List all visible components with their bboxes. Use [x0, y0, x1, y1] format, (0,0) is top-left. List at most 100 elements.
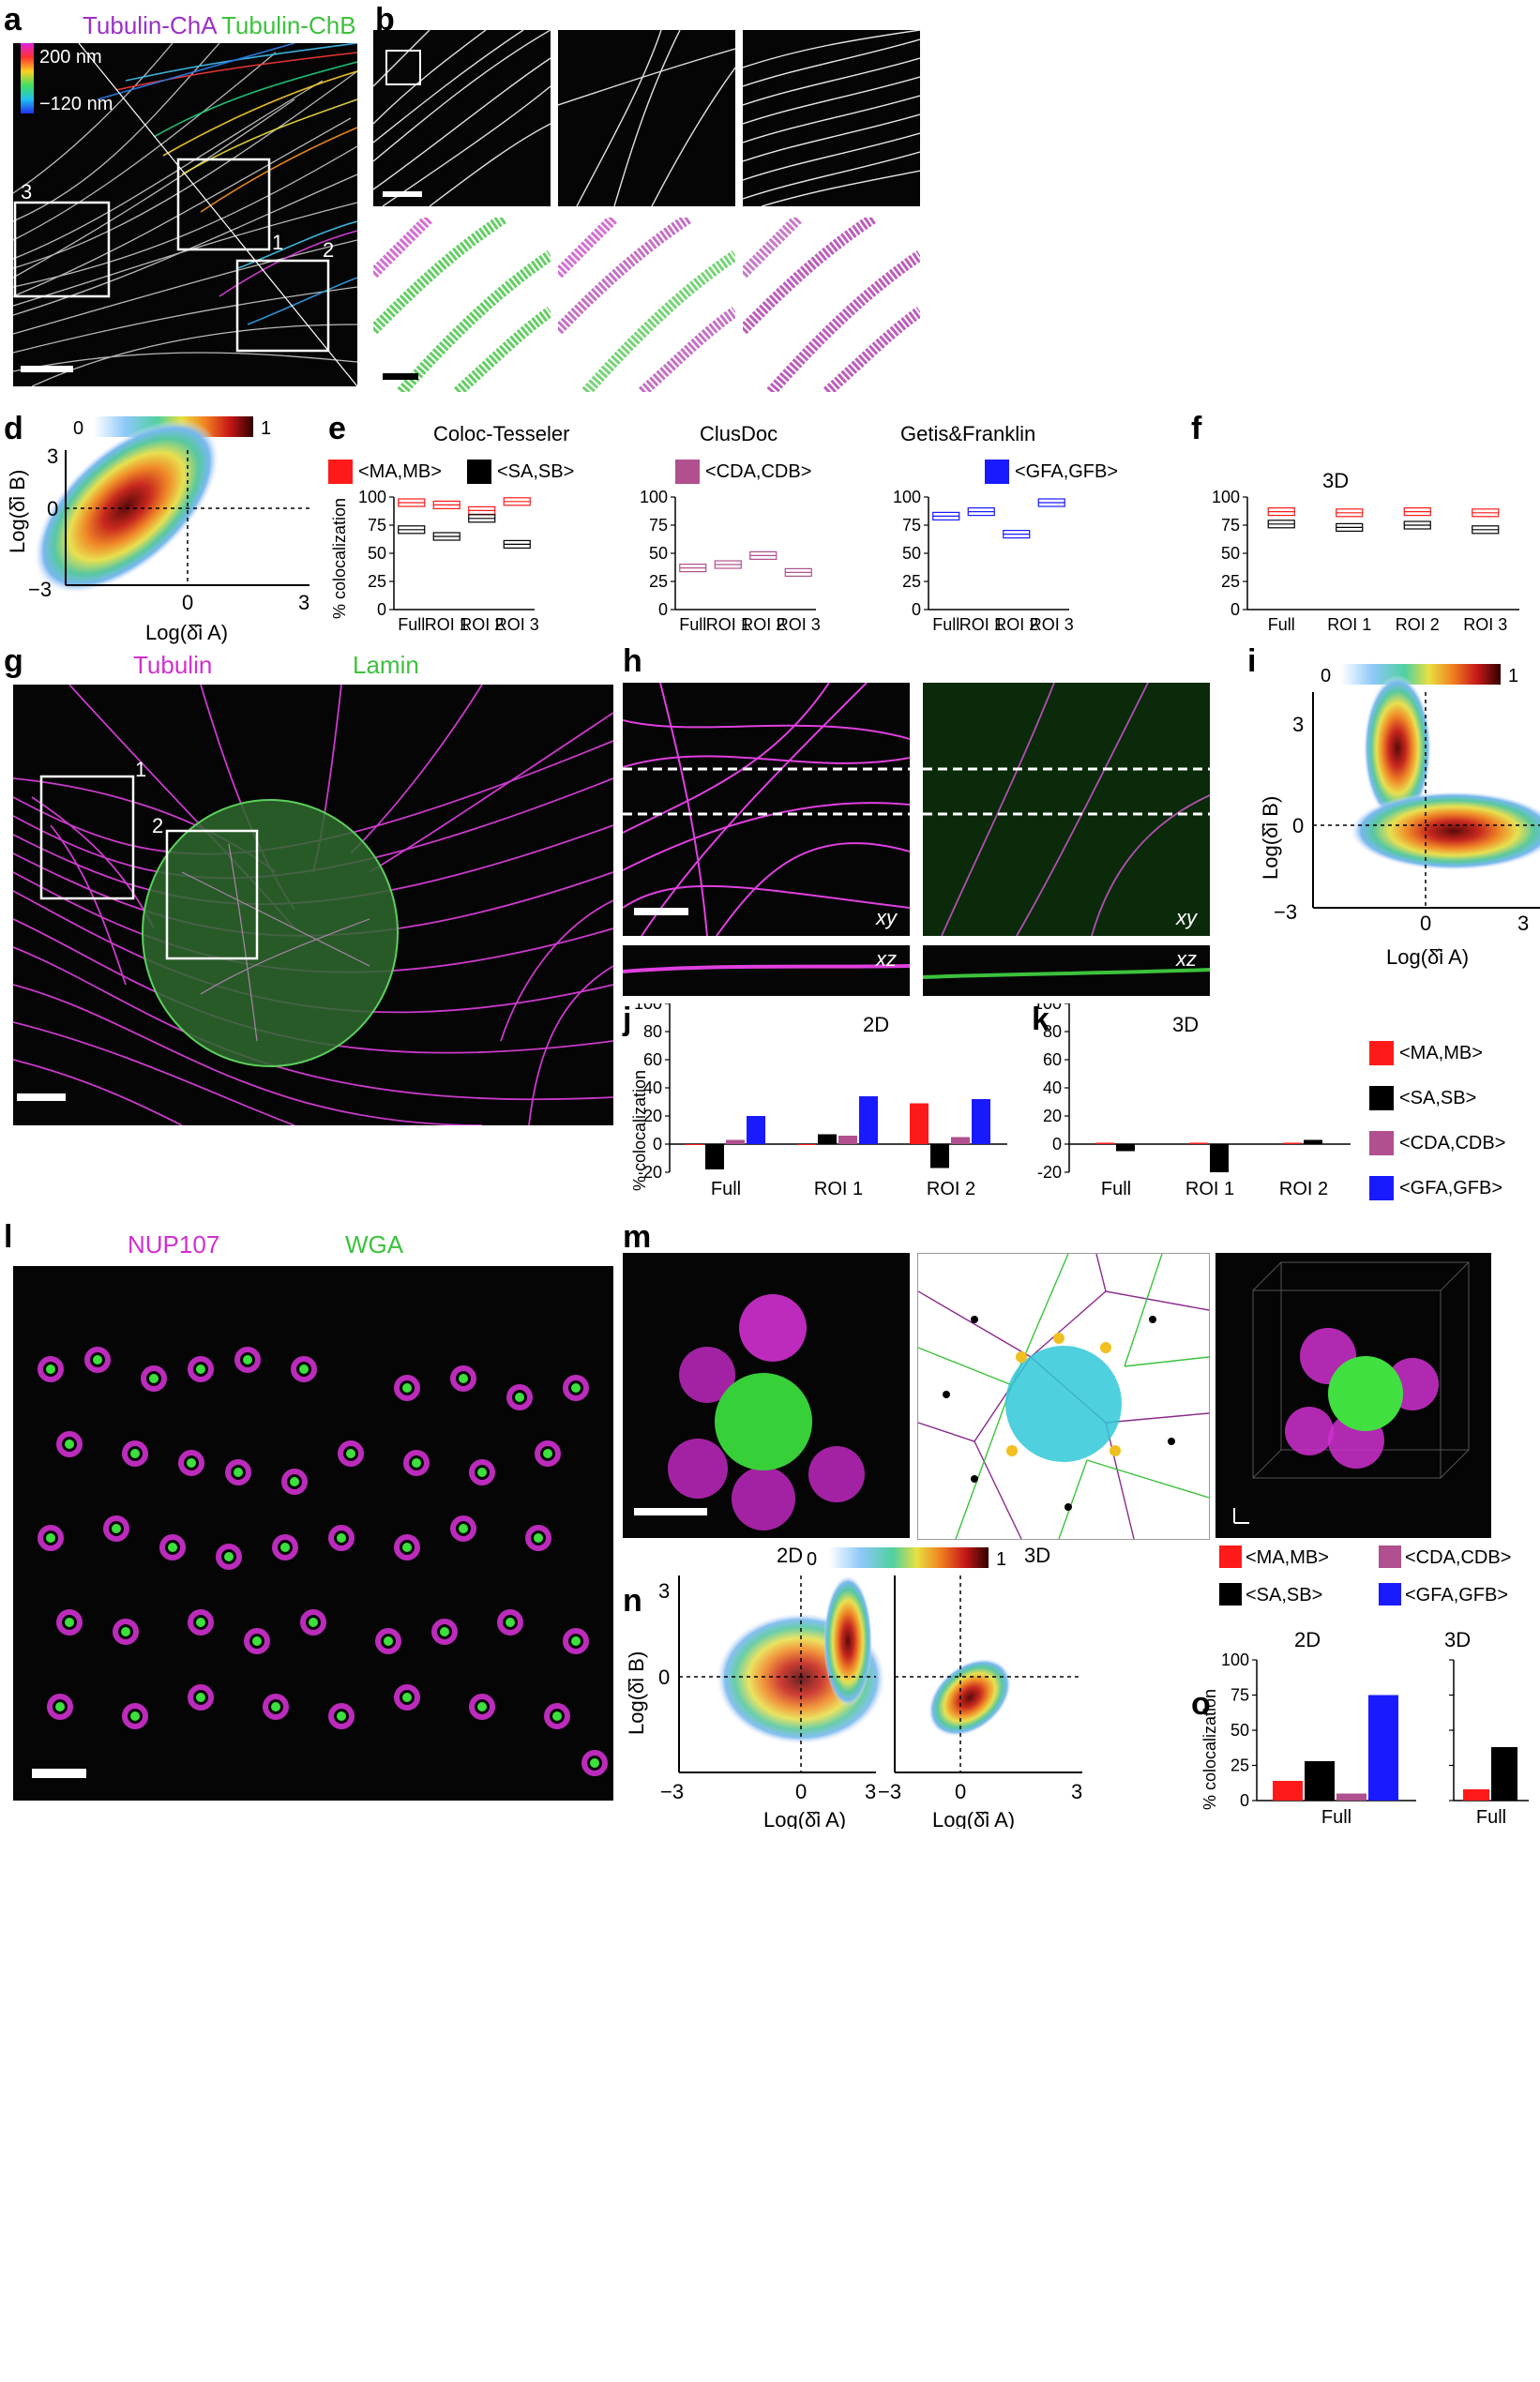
i-cbar-min: 0 [1321, 666, 1331, 686]
k-xtick-label: ROI 2 [1279, 1179, 1328, 1199]
legend-jk-label-gf: <GFA,GFB> [1399, 1178, 1503, 1199]
roi-label-1: 1 [272, 231, 284, 254]
pore-center [168, 1543, 177, 1552]
nuclear-pore [469, 1459, 495, 1485]
j-ytick-label: 0 [653, 1135, 662, 1153]
roi-box-3 [13, 201, 111, 298]
nuclear-pore [328, 1703, 355, 1729]
pore-center [224, 1552, 234, 1561]
panel-label-i: i [1247, 643, 1257, 679]
pore-center [543, 1449, 552, 1458]
nuclear-pore [469, 1694, 495, 1720]
pore-center [196, 1618, 205, 1627]
o1-xtick-label: Full [1321, 1807, 1351, 1828]
e3-ytick-label: 25 [902, 572, 921, 591]
e1-ytick-label: 0 [377, 600, 386, 619]
nuclear-pore-image [13, 1266, 613, 1801]
j-xtick-label: ROI 1 [814, 1179, 863, 1199]
scale-bar [21, 366, 73, 372]
channel-a-label: Tubulin-ChA [83, 11, 218, 39]
nucleus [143, 800, 398, 1066]
nuclear-pore [450, 1365, 476, 1392]
panel-label-f: f [1191, 411, 1202, 446]
pore-center [130, 1449, 140, 1458]
nuclear-pore [394, 1375, 420, 1401]
h-xz-label-1: xz [876, 947, 897, 971]
i-y-axis-label: Log(δ̂i B) [1259, 796, 1282, 880]
i-cbar-max: 1 [1508, 666, 1518, 686]
j-bar [859, 1096, 878, 1144]
e1-ytick-label: 50 [368, 544, 386, 563]
k-bar [1095, 1142, 1114, 1144]
e-title-coloc: Coloc-Tesseler [433, 422, 570, 445]
pore-center [280, 1543, 290, 1552]
legend-swatch-ss [467, 460, 491, 484]
pore-center [402, 1383, 412, 1393]
cbar-bottom-label: −120 nm [39, 94, 113, 114]
legend-o-swatch-ss [1219, 1583, 1242, 1606]
o-ylabel: % colocalization [1200, 1689, 1219, 1810]
legend-o-label-ss: <SA,SB> [1246, 1585, 1323, 1606]
cbar-top-label: 200 nm [39, 47, 102, 68]
nuclear-pore [56, 1431, 83, 1457]
chart-o-2d: 0 25 50 75 100 Full [1221, 1651, 1416, 1828]
nuclear-pore [244, 1628, 270, 1654]
nuclear-pore [188, 1356, 214, 1382]
o2-bar [1491, 1747, 1517, 1801]
pore-center [477, 1468, 487, 1477]
pore-center [506, 1618, 515, 1627]
f-title: 3D [1322, 469, 1350, 492]
e2-xtick-label: Full [679, 615, 706, 634]
legend-jk-label-cd: <CDA,CDB> [1399, 1133, 1506, 1153]
n-y-tick-top: 3 [658, 1579, 670, 1603]
m-voronoi [917, 1253, 1210, 1540]
k-ytick-label: 100 [1034, 1003, 1062, 1013]
pore-center [571, 1636, 581, 1646]
roi-label-2: 2 [323, 238, 335, 262]
j-bar [930, 1144, 949, 1168]
chart-o-3d: Full [1449, 1659, 1529, 1828]
density-plot-i: 0 1 3 0 −3 0 3 Log(δ̂i A) Log(δ̂i B) [1259, 664, 1540, 969]
pore-center [121, 1627, 130, 1636]
pore-center [590, 1758, 599, 1768]
pore-center [149, 1374, 159, 1383]
e-ylabel: % colocalization [330, 498, 349, 619]
k-bar [1189, 1142, 1208, 1144]
roi-label-3: 3 [21, 180, 33, 204]
e1-ytick-label: 100 [358, 488, 386, 506]
legend-jk: <MA,MB> <SA,SB> <CDA,CDB> <GFA,GFB> [1369, 1041, 1540, 1219]
roi-image-b3 [743, 30, 920, 206]
o1-ytick-label: 25 [1230, 1756, 1249, 1775]
k-xtick-label: ROI 1 [1185, 1179, 1234, 1199]
j-ytick-label: 100 [634, 1003, 662, 1013]
pore-center [477, 1702, 487, 1711]
j-ylabel: % colocalization [630, 1070, 649, 1191]
chart-j-bars: -20 0 20 40 60 80 100 Full ROI 1 ROI 2 [634, 1003, 1007, 1199]
pore-center [534, 1533, 543, 1543]
i-y-tick-mid: 0 [1292, 814, 1304, 837]
chart-k: -20 0 20 40 60 80 100 Full ROI 1 ROI 2 [1034, 1003, 1351, 1199]
legend-o-label-gf: <GFA,GFB> [1405, 1585, 1509, 1606]
nuclear-pore [431, 1619, 458, 1645]
g-scale-bar [17, 1093, 66, 1101]
pore-center [65, 1440, 74, 1449]
o1-ytick-label: 100 [1221, 1651, 1249, 1669]
nuclear-pore [563, 1628, 589, 1654]
f-ytick-label: 50 [1221, 544, 1240, 563]
pore-center [337, 1711, 346, 1721]
nuclear-pore [38, 1525, 64, 1551]
pore-center [65, 1618, 74, 1627]
pore-center [130, 1711, 140, 1721]
pore-center [402, 1693, 412, 1702]
density-blob [34, 419, 219, 594]
n-x-tick-right: 3 [865, 1780, 876, 1803]
h-xy-label-1: xy [876, 906, 897, 929]
o2-bar [1463, 1789, 1489, 1801]
chart-o: % colocalization 0 25 50 75 100 Full Full [1200, 1651, 1529, 1828]
pore-center [93, 1355, 102, 1364]
o1-ytick-label: 0 [1240, 1791, 1249, 1810]
h-xy-lamin: xy [923, 683, 1210, 936]
j-bar [747, 1116, 765, 1144]
